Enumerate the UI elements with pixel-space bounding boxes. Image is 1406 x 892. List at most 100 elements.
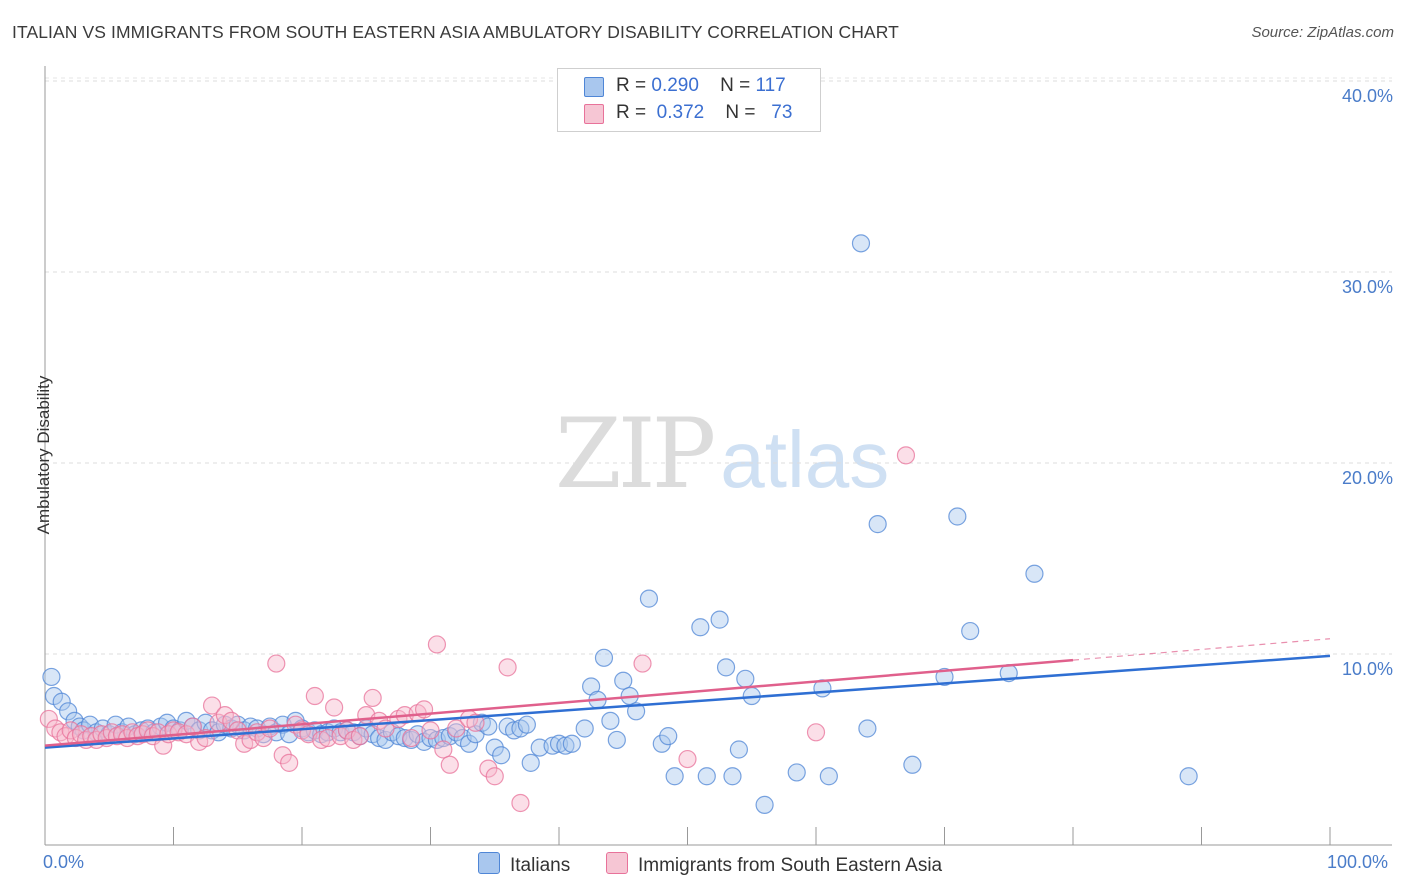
immigrants-point-55	[363, 688, 382, 708]
italians-point-85	[594, 648, 614, 667]
italians-point-99	[723, 767, 742, 786]
legend-r-value: 0.372	[656, 102, 705, 123]
immigrants-point-46	[305, 686, 324, 706]
italians-point-60	[421, 728, 440, 748]
legend-n-label: N =	[720, 75, 751, 96]
immigrants-point-22	[154, 736, 173, 755]
bottom-legend-italians: Italians	[478, 852, 570, 877]
y-tick-label-30: 30.0%	[1341, 277, 1393, 297]
legend-r-label: R =	[616, 102, 647, 123]
immigrants-point-63	[421, 721, 440, 740]
immigrants-point-77	[896, 446, 916, 465]
immigrants-point-66	[440, 755, 459, 774]
immigrants-point-73	[511, 793, 530, 813]
bottom-legend-swatch-blue	[478, 852, 500, 874]
immigrants-point-42	[280, 753, 299, 772]
italians-point-78	[543, 736, 562, 755]
italians-point-115	[1025, 564, 1044, 583]
immigrants-point-74	[633, 654, 652, 673]
bottom-legend-immigrants: Immigrants from South Eastern Asia	[606, 852, 942, 877]
immigrants-point-41	[273, 746, 292, 765]
immigrants-point-71	[485, 767, 504, 786]
italians-point-66	[459, 734, 479, 753]
chart-title: ITALIAN VS IMMIGRANTS FROM SOUTH EASTERN…	[12, 22, 899, 42]
y-axis-label: Ambulatory Disability	[34, 375, 53, 535]
italians-point-70	[485, 738, 504, 757]
italians-point-104	[787, 763, 806, 782]
stats-legend: R = 0.290 N = 117 R = 0.372 N = 73	[557, 68, 821, 132]
y-tick-label-40: 40.0%	[1341, 86, 1393, 106]
immigrants-point-47	[312, 730, 331, 750]
immigrants-point-76	[806, 723, 826, 742]
watermark-atlas: atlas	[720, 415, 890, 504]
immigrants-point-38	[254, 728, 273, 748]
legend-r-value: 0.290	[651, 75, 699, 96]
italians-trend-line	[44, 654, 1331, 749]
italians-point-3	[59, 702, 78, 721]
legend-n-value: 73	[771, 102, 793, 123]
immigrants-point-64	[427, 635, 447, 654]
legend-swatch-pink	[584, 104, 604, 124]
italians-point-98	[716, 658, 736, 677]
italians-point-93	[659, 727, 678, 746]
italians-point-71	[492, 746, 511, 765]
immigrants-point-72	[498, 658, 517, 677]
x-tick-label-min: 0.0%	[43, 852, 85, 872]
watermark: ZIP atlas	[555, 398, 889, 510]
immigrants-trend-line-extension	[1072, 638, 1331, 661]
italians-point-81	[562, 734, 581, 753]
italians-point-112	[948, 507, 967, 526]
immigrants-point-75	[678, 749, 697, 769]
italians-point-87	[607, 730, 626, 750]
legend-swatch-blue	[584, 77, 604, 97]
legend-n-value: 117	[755, 75, 786, 96]
italians-point-76	[521, 753, 540, 772]
immigrants-point-27	[183, 717, 202, 736]
italians-point-90	[626, 702, 646, 721]
immigrants-point-49	[325, 698, 344, 717]
immigrants-point-0	[39, 709, 58, 729]
italians-point-94	[665, 767, 684, 786]
italians-point-109	[868, 515, 887, 534]
italians-point-110	[903, 755, 922, 774]
italians-point-82	[575, 719, 594, 738]
italians-point-97	[710, 610, 729, 629]
italians-point-95	[691, 618, 710, 637]
italians-point-100	[729, 740, 749, 759]
immigrants-point-40	[267, 654, 286, 673]
italians-point-96	[697, 767, 716, 786]
immigrants-trend-line	[44, 658, 1074, 747]
italians-point-88	[614, 671, 633, 690]
italians-point-101	[736, 669, 755, 688]
italians-point-75	[517, 715, 536, 734]
bottom-legend-label-immigrants: Immigrants from South Eastern Asia	[638, 855, 943, 876]
italians-point-80	[556, 736, 575, 755]
immigrants-point-60	[402, 728, 421, 748]
italians-point-103	[755, 795, 774, 814]
italians-point-79	[549, 734, 569, 753]
italians-point-111	[935, 667, 954, 687]
italians-point-0	[42, 667, 61, 687]
immigrants-point-53	[350, 727, 369, 746]
y-tick-label-10: 10.0%	[1341, 659, 1393, 679]
bottom-legend-swatch-pink	[606, 852, 628, 874]
immigrants-point-67	[447, 719, 466, 738]
y-tick-label-20: 20.0%	[1341, 468, 1393, 488]
italians-point-91	[639, 589, 659, 608]
italians-point-2	[52, 692, 71, 711]
italians-point-113	[961, 621, 980, 641]
immigrants-point-30	[202, 696, 222, 715]
immigrants-point-70	[479, 759, 498, 778]
legend-r-label: R =	[616, 75, 647, 96]
italians-point-107	[851, 234, 871, 253]
italians-point-86	[601, 711, 620, 730]
legend-n-label: N =	[725, 102, 756, 123]
x-tick-label-max: 100.0%	[1327, 852, 1389, 872]
watermark-zip: ZIP	[555, 398, 716, 510]
italians-point-92	[652, 734, 671, 753]
immigrants-point-65	[434, 740, 453, 759]
source-credit: Source: ZipAtlas.com	[1251, 24, 1394, 41]
bottom-legend-label-italians: Italians	[510, 855, 571, 876]
italians-point-116	[1179, 767, 1198, 786]
